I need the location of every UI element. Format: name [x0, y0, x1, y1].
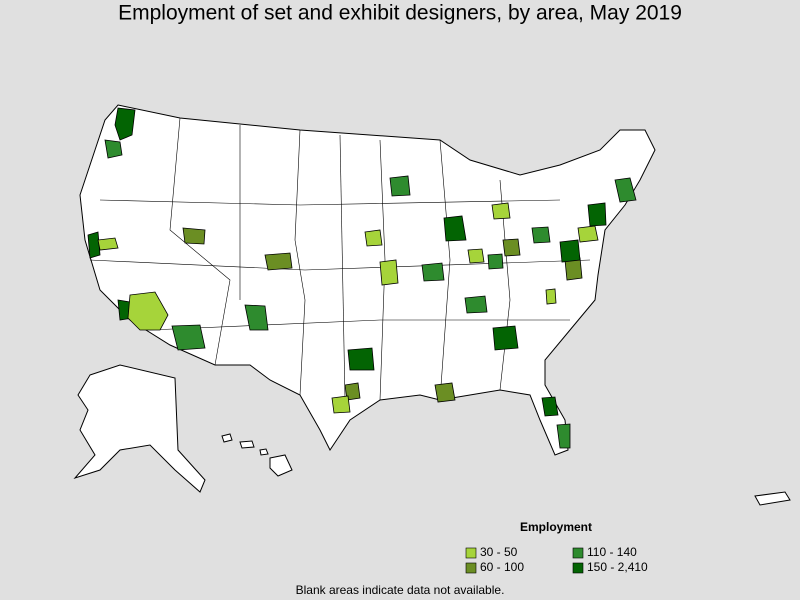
area [264, 252, 293, 271]
border [99, 199, 561, 206]
us-map [73, 104, 791, 506]
area [531, 226, 551, 244]
area [344, 382, 361, 401]
employment-areas [87, 107, 637, 449]
border [169, 117, 231, 366]
legend-label: 30 - 50 [480, 545, 518, 559]
area [127, 291, 169, 331]
island [221, 433, 233, 443]
legend-label: 150 - 2,410 [587, 560, 648, 574]
island [259, 448, 269, 456]
legend-title: Employment [520, 520, 592, 534]
area [577, 225, 599, 243]
legend-swatch [465, 562, 477, 574]
area [389, 175, 411, 197]
area [541, 396, 559, 417]
area [464, 295, 488, 314]
area [491, 202, 511, 220]
island [269, 454, 293, 477]
area [104, 139, 123, 159]
area [182, 227, 206, 245]
area [556, 423, 571, 449]
map-title: Employment of set and exhibit designers,… [118, 2, 682, 25]
area [364, 229, 383, 247]
legend-label: 110 - 140 [587, 545, 637, 559]
area [347, 347, 375, 371]
area [97, 237, 119, 251]
border [439, 139, 451, 401]
area [331, 395, 351, 414]
area [502, 238, 521, 257]
area [434, 382, 456, 403]
border [149, 319, 570, 331]
area [443, 215, 467, 242]
area [114, 107, 136, 141]
legend-swatch [465, 547, 477, 559]
border [379, 139, 386, 401]
area [545, 288, 557, 305]
area [421, 262, 445, 282]
area [587, 202, 607, 227]
border [499, 179, 511, 391]
area [87, 231, 101, 259]
border [339, 134, 346, 401]
area [614, 177, 637, 203]
island [239, 440, 255, 449]
alaska [73, 364, 206, 493]
area [559, 239, 581, 263]
legend-label: 60 - 100 [480, 560, 524, 574]
area [171, 324, 206, 351]
legend-swatch [572, 547, 584, 559]
area [379, 259, 399, 286]
area [492, 325, 519, 351]
footnote: Blank areas indicate data not available. [296, 583, 505, 597]
hawaii [221, 433, 293, 477]
area [244, 304, 269, 331]
area [487, 253, 504, 270]
area [467, 248, 485, 264]
legend-swatch [572, 562, 584, 574]
puerto-rico [754, 491, 791, 506]
